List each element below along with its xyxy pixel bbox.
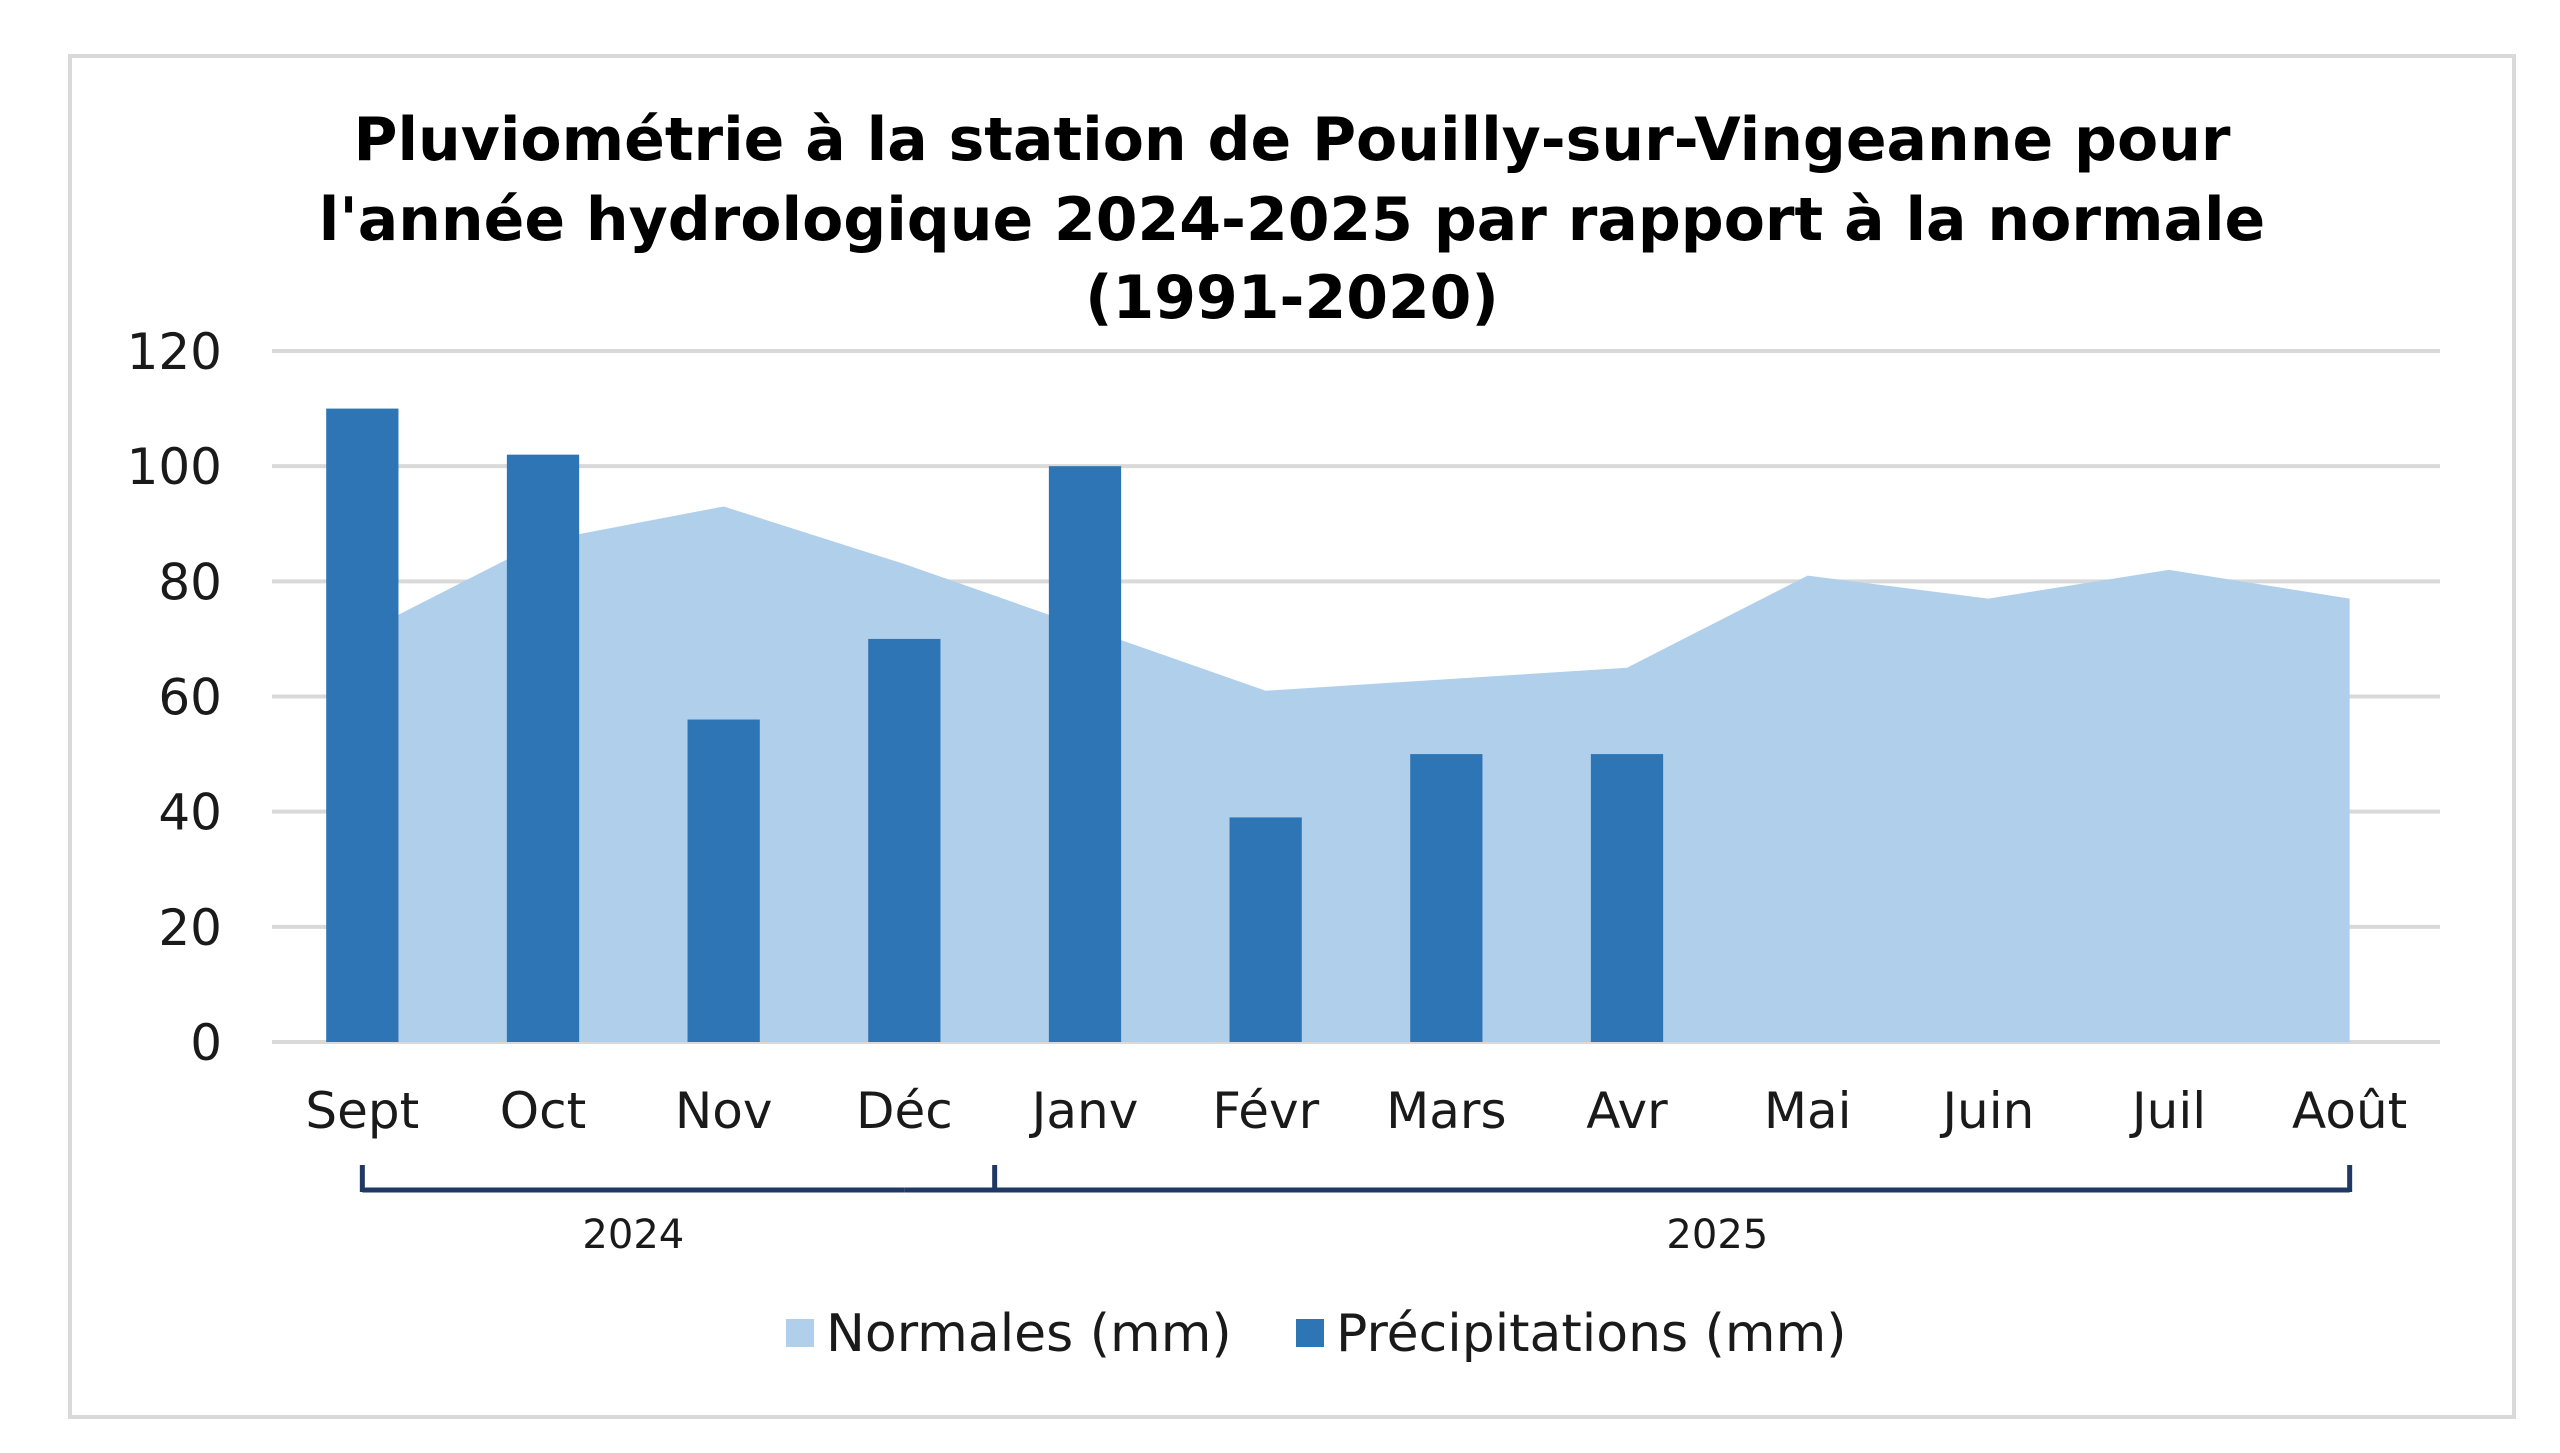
normales-area bbox=[362, 506, 2350, 1043]
bar-Déc bbox=[868, 638, 941, 1042]
x-tick-label-1: Oct bbox=[500, 1082, 586, 1140]
x-tick-label-9: Juin bbox=[1939, 1082, 2034, 1140]
bar-Févr bbox=[1229, 817, 1302, 1042]
y-tick-label-120: 120 bbox=[127, 323, 222, 381]
chart-title: Pluviométrie à la station de Pouilly-sur… bbox=[319, 105, 2265, 333]
normales-area-shape bbox=[362, 506, 2350, 1043]
x-tick-label-5: Févr bbox=[1212, 1082, 1319, 1140]
precipitations-bars bbox=[326, 408, 1664, 1043]
y-tick-label-0: 0 bbox=[190, 1014, 222, 1072]
bar-Avr bbox=[1590, 754, 1664, 1042]
bar-Nov bbox=[687, 719, 760, 1042]
x-tick-label-7: Avr bbox=[1586, 1082, 1668, 1140]
y-tick-label-60: 60 bbox=[158, 669, 222, 727]
x-tick-label-4: Janv bbox=[1029, 1082, 1139, 1140]
bar-Sept bbox=[326, 408, 399, 1042]
chart-title-line-3: (1991-2020) bbox=[1085, 263, 1499, 333]
year-label-2025: 2025 bbox=[1666, 1212, 1768, 1258]
x-tick-label-11: Août bbox=[2292, 1082, 2407, 1140]
y-tick-label-80: 80 bbox=[158, 553, 222, 611]
y-tick-label-20: 20 bbox=[158, 899, 222, 957]
chart-title-line-2: l'année hydrologique 2024-2025 par rappo… bbox=[319, 185, 2265, 255]
bar-Oct bbox=[506, 454, 580, 1042]
y-tick-label-100: 100 bbox=[127, 438, 222, 496]
x-tick-label-0: Sept bbox=[305, 1082, 419, 1140]
x-tick-label-3: Déc bbox=[856, 1082, 953, 1140]
chart-title-line-1: Pluviométrie à la station de Pouilly-sur… bbox=[353, 105, 2230, 175]
x-tick-label-8: Mai bbox=[1764, 1082, 1852, 1140]
x-tick-label-10: Juil bbox=[2129, 1082, 2206, 1140]
legend-label-0: Normales (mm) bbox=[826, 1304, 1232, 1364]
bar-Mars bbox=[1410, 754, 1483, 1042]
y-axis: 0 20 40 60 80 100 120 bbox=[127, 323, 222, 1072]
x-axis: Sept Oct Nov Déc Janv Févr Mars Avr Mai Juin Juil A… bbox=[305, 1082, 2407, 1140]
year-groups: 2024 2025 bbox=[359, 1165, 2353, 1258]
legend-swatch-1 bbox=[1296, 1319, 1324, 1347]
year-label-2024: 2024 bbox=[582, 1212, 684, 1258]
legend-swatch-0 bbox=[786, 1319, 814, 1347]
legend: Normales (mm) Précipitations (mm) bbox=[786, 1304, 1847, 1364]
x-tick-label-6: Mars bbox=[1386, 1082, 1506, 1140]
x-tick-label-2: Nov bbox=[675, 1082, 773, 1140]
bar-Janv bbox=[1048, 466, 1122, 1043]
legend-label-1: Précipitations (mm) bbox=[1336, 1304, 1847, 1364]
y-tick-label-40: 40 bbox=[158, 784, 222, 842]
